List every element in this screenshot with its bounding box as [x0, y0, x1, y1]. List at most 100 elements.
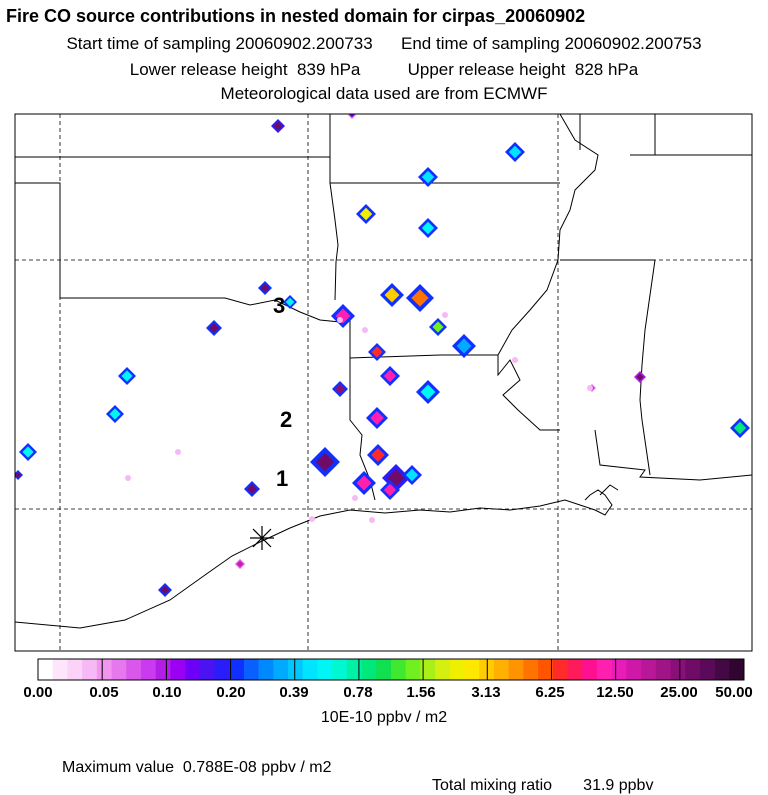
- colorbar-tick: 0.10: [152, 684, 182, 701]
- colorbar-swatch: [199, 659, 215, 680]
- lat-lon-grid: [15, 114, 752, 651]
- colorbar-swatch: [391, 659, 407, 680]
- colorbar-swatch: [214, 659, 230, 680]
- colorbar-frame: [37, 658, 745, 681]
- colorbar-units: 10E-10 ppbv / m2: [320, 709, 448, 726]
- fire-source-core: [22, 446, 34, 458]
- colorbar-tick: 12.50: [596, 684, 634, 701]
- colorbar-swatch: [611, 659, 627, 680]
- colorbar-swatch: [82, 659, 98, 680]
- fire-source-core: [109, 408, 121, 420]
- fire-source-core: [411, 289, 429, 307]
- colorbar-swatch: [52, 659, 68, 680]
- colorbar-swatch: [229, 659, 245, 680]
- fire-source-core: [636, 373, 644, 381]
- coastline-path: [15, 489, 613, 629]
- colorbar-swatch: [508, 659, 524, 680]
- fire-source-core: [432, 321, 444, 333]
- fire-source-speck: [125, 475, 131, 481]
- marker-label-2: 2: [280, 407, 292, 432]
- colorbar: [37, 658, 745, 681]
- colorbar-swatch: [464, 659, 480, 680]
- colorbar-swatch: [641, 659, 657, 680]
- colorbar-tick: 3.13: [471, 684, 501, 701]
- colorbar-swatch: [582, 659, 598, 680]
- fire-source-speck: [352, 495, 358, 501]
- colorbar-swatch: [170, 659, 186, 680]
- total-mixing-ratio: Total mixing ratio 31.9 ppbv: [432, 777, 654, 794]
- fire-source-speck: [587, 385, 593, 391]
- colorbar-tick: 0.00: [23, 684, 53, 701]
- colorbar-swatch: [273, 659, 289, 680]
- colorbar-swatch: [38, 659, 54, 680]
- colorbar-swatch: [435, 659, 451, 680]
- coastline-path: [599, 484, 619, 496]
- fire-source-core: [315, 452, 335, 472]
- fire-source-cells: [15, 114, 750, 597]
- colorbar-tick: 1.56: [406, 684, 436, 701]
- colorbar-swatch: [67, 659, 83, 680]
- colorbar-swatch: [288, 659, 304, 680]
- map-figure: 1 2 3: [14, 113, 753, 681]
- boundary-line: [639, 259, 656, 476]
- fire-source-core: [421, 221, 435, 235]
- colorbar-swatch: [729, 659, 745, 680]
- upper-release-height: Upper release height 828 hPa: [407, 60, 639, 79]
- colorbar-tick: 50.00: [715, 684, 753, 701]
- fire-source-core: [384, 287, 400, 303]
- colorbar-swatch: [111, 659, 127, 680]
- colorbar-tick: 25.00: [660, 684, 698, 701]
- fire-source-core: [349, 114, 355, 118]
- fire-source-core: [508, 145, 522, 159]
- fire-source-core: [405, 468, 419, 482]
- boundary-line: [15, 182, 61, 272]
- fire-source-core: [456, 338, 472, 354]
- fire-source-core: [383, 483, 397, 497]
- colorbar-tick: 0.39: [279, 684, 309, 701]
- sampling-times: Start time of sampling 20060902.200733 E…: [0, 34, 768, 54]
- colorbar-tick: 0.05: [89, 684, 119, 701]
- boundary-line: [497, 355, 560, 431]
- colorbar-swatch: [185, 659, 201, 680]
- marker-label-1: 1: [276, 466, 288, 491]
- colorbar-swatch: [96, 659, 112, 680]
- colorbar-swatch: [376, 659, 392, 680]
- met-data-source: Meteorological data used are from ECMWF: [220, 84, 548, 103]
- fire-source-core: [209, 323, 219, 333]
- fire-source-core: [356, 475, 372, 491]
- colorbar-swatch: [258, 659, 274, 680]
- colorbar-tick: 0.78: [343, 684, 373, 701]
- fire-source-core: [121, 370, 133, 382]
- boundary-line: [594, 429, 752, 481]
- fire-source-core: [371, 346, 383, 358]
- boundary-line: [349, 114, 599, 359]
- colorbar-swatch: [479, 659, 495, 680]
- colorbar-swatch: [523, 659, 539, 680]
- colorbar-swatch: [346, 659, 362, 680]
- colorbar-swatch: [699, 659, 715, 680]
- colorbar-swatch: [596, 659, 612, 680]
- colorbar-swatch: [302, 659, 318, 680]
- colorbar-swatch: [317, 659, 333, 680]
- colorbar-swatch: [685, 659, 701, 680]
- colorbar-swatch: [332, 659, 348, 680]
- colorbar-swatch: [714, 659, 730, 680]
- colorbar-swatch: [670, 659, 686, 680]
- fire-source-core: [371, 448, 385, 462]
- colorbar-tick: 0.20: [216, 684, 246, 701]
- plot-title: Fire CO source contributions in nested d…: [6, 6, 586, 26]
- colorbar-swatch: [140, 659, 156, 680]
- fire-source-core: [421, 170, 435, 184]
- fire-source-core: [420, 384, 436, 400]
- colorbar-tick: 6.25: [535, 684, 565, 701]
- fire-source-core: [15, 471, 22, 479]
- summary-footer: Maximum value 0.788E-08 ppbv / m2 Total …: [0, 741, 768, 795]
- fire-source-speck: [309, 516, 315, 522]
- colorbar-swatch: [538, 659, 554, 680]
- fire-source-core: [285, 297, 295, 307]
- colorbar-swatch: [155, 659, 171, 680]
- fire-source-core: [370, 411, 384, 425]
- lower-release-height: Lower release height 839 hPa: [129, 60, 361, 79]
- colorbar-swatch: [552, 659, 568, 680]
- maximum-value: Maximum value 0.788E-08 ppbv / m2: [62, 759, 332, 776]
